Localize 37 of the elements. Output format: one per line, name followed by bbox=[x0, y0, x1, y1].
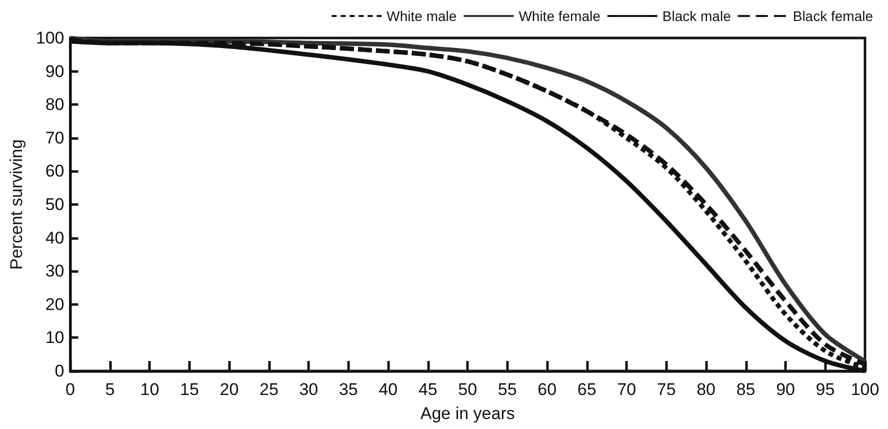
y-tick-label: 80 bbox=[45, 95, 64, 114]
x-tick-label: 10 bbox=[140, 380, 160, 399]
x-tick-label: 45 bbox=[418, 380, 438, 399]
x-tick-label: 90 bbox=[776, 380, 795, 399]
y-tick-label: 0 bbox=[54, 362, 64, 380]
x-tick-label: 55 bbox=[498, 380, 517, 399]
x-axis-title: Age in years bbox=[420, 404, 515, 423]
x-tick-label: 75 bbox=[656, 380, 676, 399]
y-tick-label: 10 bbox=[45, 328, 64, 348]
x-tick-label: 80 bbox=[696, 380, 716, 399]
y-tick-label: 50 bbox=[45, 195, 64, 214]
y-tick-label: 60 bbox=[45, 162, 64, 181]
x-tick-label: 95 bbox=[816, 380, 835, 399]
x-tick-label: 35 bbox=[338, 380, 358, 399]
x-tick-label: 100 bbox=[850, 380, 880, 399]
y-tick-label: 20 bbox=[45, 294, 64, 314]
x-tick-label: 5 bbox=[105, 380, 115, 399]
y-tick-label: 100 bbox=[36, 28, 64, 48]
y-tick-label: 40 bbox=[45, 228, 64, 248]
x-tick-label: 85 bbox=[736, 380, 756, 399]
x-tick-label: 30 bbox=[299, 380, 318, 399]
legend-label: Black male bbox=[662, 8, 732, 24]
x-tick-label: 20 bbox=[220, 380, 239, 399]
x-tick-label: 25 bbox=[259, 380, 278, 399]
y-tick-label: 70 bbox=[45, 128, 64, 148]
x-tick-label: 65 bbox=[577, 380, 596, 399]
y-tick-label: 90 bbox=[45, 62, 64, 81]
x-tick-label: 15 bbox=[180, 380, 199, 399]
legend-label: Black female bbox=[792, 8, 874, 24]
x-tick-label: 40 bbox=[378, 380, 398, 399]
x-tick-label: 70 bbox=[617, 380, 636, 399]
x-tick-label: 60 bbox=[538, 380, 557, 399]
x-tick-label: 50 bbox=[458, 380, 478, 399]
legend-label: White male bbox=[386, 8, 457, 24]
y-axis-title: Percent surviving bbox=[7, 139, 26, 270]
y-tick-label: 30 bbox=[45, 262, 64, 281]
legend-label: White female bbox=[518, 8, 601, 24]
